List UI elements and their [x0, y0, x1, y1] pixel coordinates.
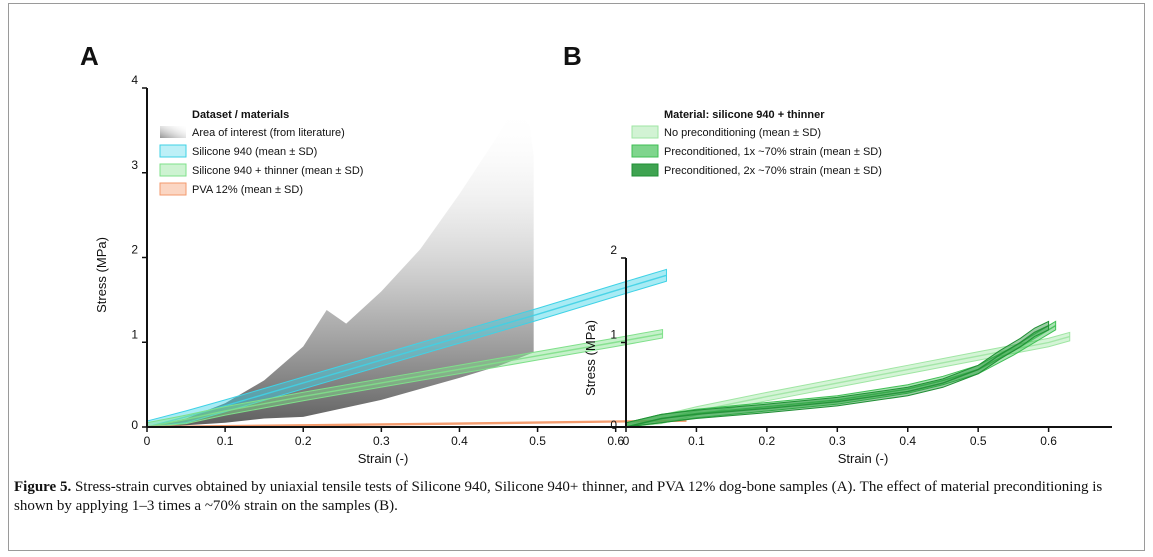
- panel-a-ylabel: Stress (MPa): [94, 237, 109, 313]
- x-tick-label: 0.4: [451, 434, 468, 448]
- panel-a-legend: Dataset / materials Area of interest (fr…: [159, 109, 363, 196]
- legend-swatch-precond2: [631, 163, 659, 177]
- legend-item-preconditioned-2x: Preconditioned, 2x ~70% strain (mean ± S…: [631, 163, 882, 177]
- y-tick-label: 2: [610, 243, 617, 257]
- legend-label-aoi: Area of interest (from literature): [192, 127, 345, 139]
- caption-label: Figure 5.: [14, 479, 72, 495]
- legend-label-thinner: Silicone 940 + thinner (mean ± SD): [192, 165, 363, 177]
- legend-swatch-noprecond: [631, 125, 659, 139]
- y-tick-label: 1: [610, 328, 617, 342]
- panel-a-xlabel: Strain (-): [358, 451, 409, 466]
- series-band-1-1: [625, 320, 1057, 428]
- panel-b-legend: Material: silicone 940 + thinner No prec…: [631, 109, 882, 177]
- series-line-0-0: [146, 274, 667, 428]
- area-of-interest: [147, 106, 534, 428]
- x-tick-label: 0: [144, 434, 151, 448]
- x-tick-label: 0.5: [529, 434, 546, 448]
- x-tick-label: 0.2: [759, 434, 776, 448]
- series-line-0-1: [146, 333, 663, 428]
- x-tick-label: 0.1: [688, 434, 705, 448]
- series-line-0-2: [146, 419, 687, 428]
- panel-a: A Stress (MPa) Strain (-) 0 0.1 0.2 0.3 0.4 0…: [80, 41, 687, 466]
- x-tick-label: 0.5: [970, 434, 987, 448]
- legend-swatch-aoi: [160, 126, 186, 138]
- series-line-1-2: [625, 324, 1049, 428]
- x-tick-label: 0.6: [1040, 434, 1057, 448]
- legend-label-noprecond: No preconditioning (mean ± SD): [664, 127, 821, 139]
- panel-a-letter: A: [80, 41, 99, 71]
- panel-b: B Stress (MPa) Strain (-) 0 0.1 0.2 0.3 0.4 0…: [563, 41, 1112, 466]
- legend-item-preconditioned-1x: Preconditioned, 1x ~70% strain (mean ± S…: [631, 144, 882, 158]
- legend-swatch-thinner: [159, 163, 187, 177]
- x-tick-label: 0.4: [899, 434, 916, 448]
- legend-item-thinner: Silicone 940 + thinner (mean ± SD): [159, 163, 363, 177]
- panel-b-letter: B: [563, 41, 582, 71]
- legend-item-no-preconditioning: No preconditioning (mean ± SD): [631, 125, 821, 139]
- legend-item-pva: PVA 12% (mean ± SD): [159, 182, 303, 196]
- legend-label-pva: PVA 12% (mean ± SD): [192, 184, 303, 196]
- x-tick-label: 0.3: [373, 434, 390, 448]
- legend-label-precond1: Preconditioned, 1x ~70% strain (mean ± S…: [664, 146, 882, 158]
- y-tick-label: 1: [131, 327, 138, 341]
- legend-swatch-pva: [159, 182, 187, 196]
- figure-frame: [8, 3, 1145, 551]
- x-tick-label: 0.6: [607, 434, 624, 448]
- legend-label-precond2: Preconditioned, 2x ~70% strain (mean ± S…: [664, 165, 882, 177]
- panel-b-legend-title: Material: silicone 940 + thinner: [664, 109, 825, 121]
- legend-swatch-precond1: [631, 144, 659, 158]
- x-tick-label: 0.2: [295, 434, 312, 448]
- legend-item-silicone: Silicone 940 (mean ± SD): [159, 144, 317, 158]
- figure-charts: A Stress (MPa) Strain (-) 0 0.1 0.2 0.3 0.4 0…: [80, 41, 1112, 466]
- figure-caption: Figure 5. Stress-strain curves obtained …: [14, 478, 1124, 516]
- panel-b-ylabel: Stress (MPa): [583, 320, 598, 396]
- x-tick-label: 0: [623, 434, 630, 448]
- x-tick-label: 0.3: [829, 434, 846, 448]
- x-tick-label: 0.1: [217, 434, 234, 448]
- y-tick-label: 4: [131, 73, 138, 87]
- y-tick-label: 0: [131, 418, 138, 432]
- series-band-0-0: [146, 268, 667, 428]
- panel-a-legend-title: Dataset / materials: [192, 109, 289, 121]
- y-tick-label: 2: [131, 243, 138, 257]
- y-tick-label: 0: [610, 418, 617, 432]
- caption-text: Stress-strain curves obtained by uniaxia…: [14, 479, 1103, 514]
- panel-b-xlabel: Strain (-): [838, 451, 889, 466]
- legend-item-area-of-interest: Area of interest (from literature): [160, 126, 345, 139]
- series-band-1-2: [625, 320, 1050, 428]
- legend-swatch-silicone: [159, 144, 187, 158]
- y-tick-label: 3: [131, 158, 138, 172]
- legend-label-silicone: Silicone 940 (mean ± SD): [192, 146, 317, 158]
